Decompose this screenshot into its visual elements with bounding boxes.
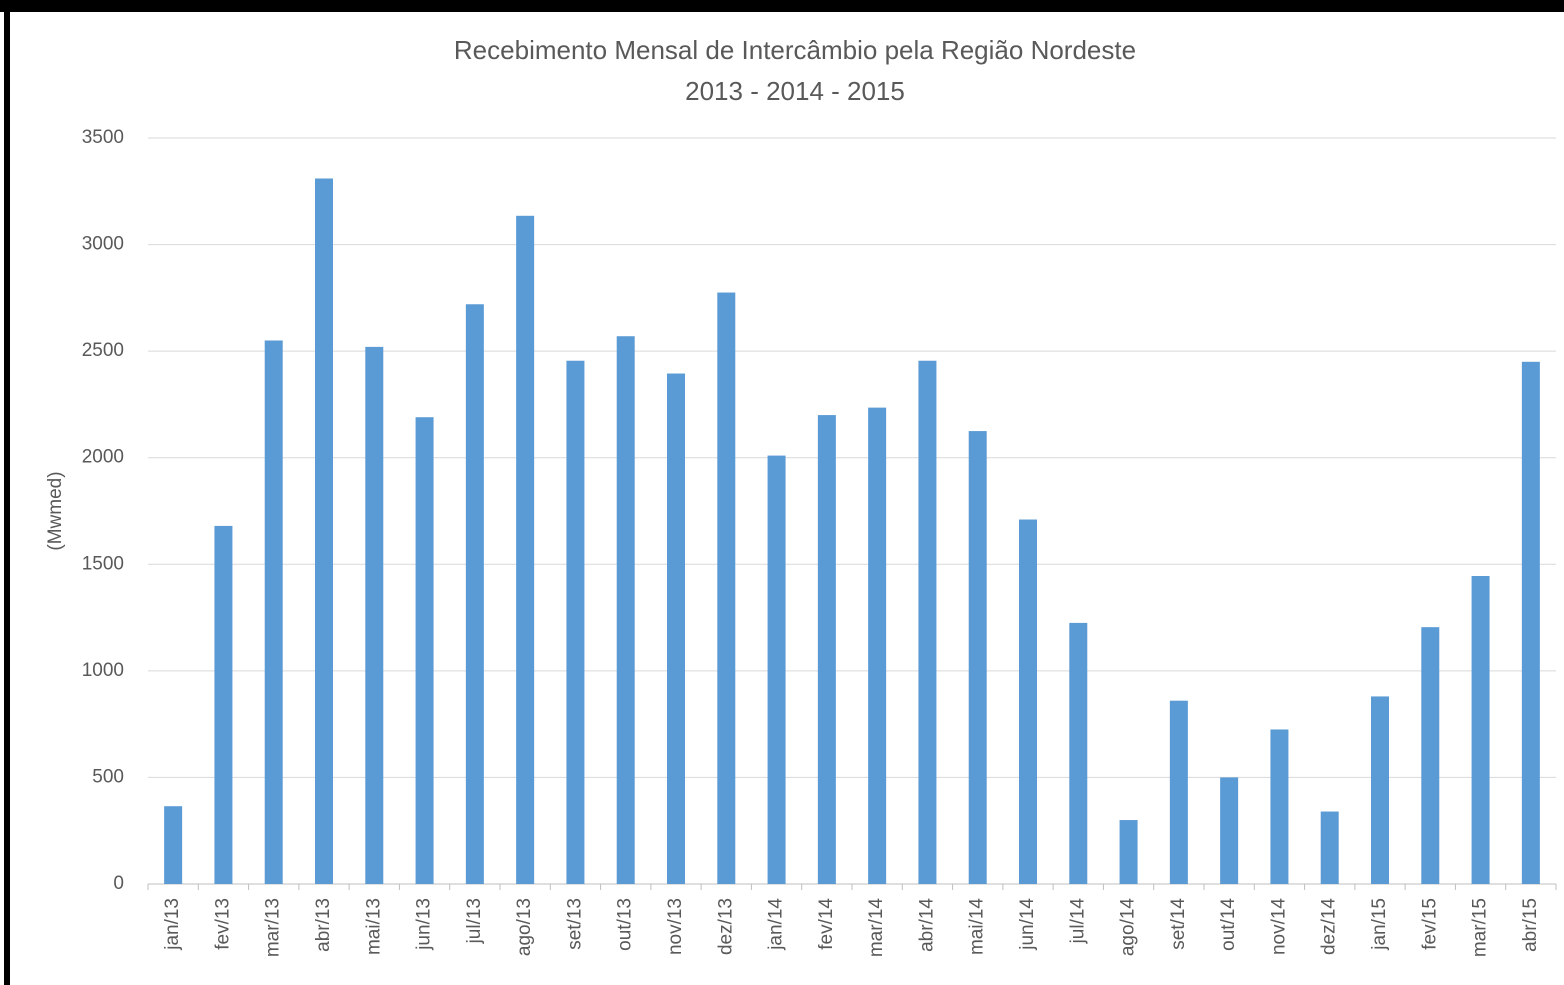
y-axis-label: (Mwmed) xyxy=(45,471,66,550)
bar xyxy=(214,525,233,884)
y-tick-label: 2000 xyxy=(82,447,124,468)
bar xyxy=(868,407,887,884)
bar xyxy=(767,455,786,884)
x-tick-label: mai/13 xyxy=(363,898,384,955)
x-tick-label: mar/14 xyxy=(866,898,887,958)
left-frame xyxy=(4,8,10,985)
bar xyxy=(465,304,484,884)
x-tick-label: mar/13 xyxy=(263,898,284,957)
bar xyxy=(365,346,384,884)
x-tick-label: mar/15 xyxy=(1470,898,1491,957)
chart-title: Recebimento Mensal de Intercâmbio pela R… xyxy=(454,35,1136,65)
x-tick-label: fev/15 xyxy=(1419,898,1440,950)
bar xyxy=(566,360,585,885)
y-tick-label: 1000 xyxy=(82,660,124,681)
bar xyxy=(164,806,183,884)
x-tick-label: jan/14 xyxy=(766,898,787,951)
x-tick-label: nov/13 xyxy=(665,898,686,955)
bar xyxy=(516,215,535,885)
bar xyxy=(264,340,283,884)
bar xyxy=(315,178,333,885)
bar xyxy=(1421,627,1440,884)
x-tick-label: abr/15 xyxy=(1520,898,1541,952)
y-tick-label: 2500 xyxy=(82,340,124,361)
x-tick-label: nov/14 xyxy=(1268,898,1289,955)
bar xyxy=(1220,777,1239,884)
x-tick-label: dez/13 xyxy=(715,898,736,955)
bar xyxy=(1371,696,1389,884)
bar xyxy=(817,415,836,884)
bar xyxy=(1471,576,1490,884)
x-tick-label: ago/13 xyxy=(514,898,535,956)
x-tick-label: fev/14 xyxy=(816,898,837,950)
x-tick-label: dez/14 xyxy=(1319,898,1340,955)
x-tick-label: mai/14 xyxy=(967,898,988,955)
y-tick-label: 3500 xyxy=(82,127,124,148)
y-tick-label: 3000 xyxy=(82,234,124,255)
bar xyxy=(717,292,736,884)
bar xyxy=(667,373,685,884)
x-tick-label: jan/15 xyxy=(1369,898,1390,951)
bar xyxy=(415,417,434,884)
bar xyxy=(918,360,937,885)
x-tick-label: jul/13 xyxy=(464,898,485,944)
bar xyxy=(1069,622,1088,884)
x-tick-label: abr/13 xyxy=(313,898,334,952)
bar xyxy=(1019,519,1037,884)
x-tick-label: out/13 xyxy=(615,898,636,951)
y-tick-label: 1500 xyxy=(82,553,124,574)
x-tick-label: set/13 xyxy=(564,898,585,950)
y-tick-label: 500 xyxy=(92,766,124,787)
bar xyxy=(1169,700,1188,884)
chart-subtitle: 2013 - 2014 - 2015 xyxy=(685,76,905,106)
y-tick-label: 0 xyxy=(113,873,124,894)
x-tick-label: set/14 xyxy=(1168,898,1189,950)
x-tick-label: jul/14 xyxy=(1067,898,1088,945)
x-tick-label: jun/13 xyxy=(414,898,435,951)
x-tick-label: fev/13 xyxy=(212,898,233,950)
x-tick-label: jun/14 xyxy=(1017,898,1038,951)
bar xyxy=(1521,361,1540,884)
bar xyxy=(1119,820,1138,884)
bar xyxy=(616,336,635,884)
x-tick-label: ago/14 xyxy=(1118,898,1139,957)
x-tick-label: abr/14 xyxy=(916,898,937,952)
x-tick-label: out/14 xyxy=(1218,898,1239,951)
bar xyxy=(968,431,987,884)
x-tick-label: jan/13 xyxy=(162,898,183,951)
top-frame xyxy=(0,0,1564,12)
bar xyxy=(1270,729,1289,884)
bar xyxy=(1320,811,1339,884)
